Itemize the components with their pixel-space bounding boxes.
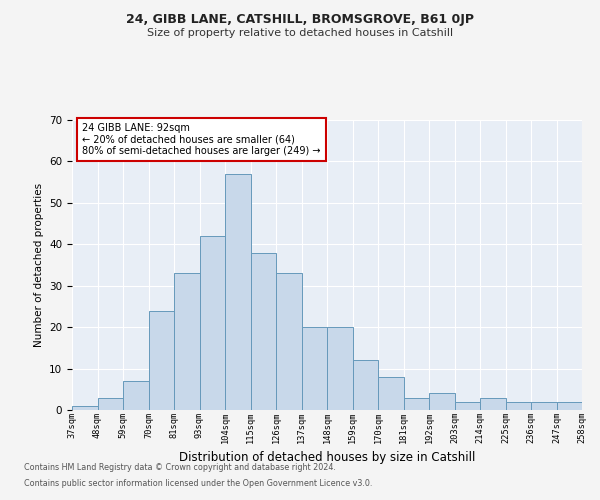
X-axis label: Distribution of detached houses by size in Catshill: Distribution of detached houses by size … bbox=[179, 451, 475, 464]
Bar bbox=[455, 402, 480, 410]
Text: Size of property relative to detached houses in Catshill: Size of property relative to detached ho… bbox=[147, 28, 453, 38]
Bar bbox=[505, 402, 531, 410]
Bar bbox=[327, 327, 353, 410]
Bar bbox=[251, 252, 276, 410]
Text: Contains HM Land Registry data © Crown copyright and database right 2024.: Contains HM Land Registry data © Crown c… bbox=[24, 464, 336, 472]
Bar bbox=[149, 310, 174, 410]
Bar bbox=[557, 402, 582, 410]
Bar bbox=[378, 377, 404, 410]
Bar bbox=[353, 360, 378, 410]
Bar bbox=[276, 274, 302, 410]
Text: 24, GIBB LANE, CATSHILL, BROMSGROVE, B61 0JP: 24, GIBB LANE, CATSHILL, BROMSGROVE, B61… bbox=[126, 12, 474, 26]
Bar bbox=[225, 174, 251, 410]
Bar bbox=[174, 274, 199, 410]
Y-axis label: Number of detached properties: Number of detached properties bbox=[34, 183, 44, 347]
Bar bbox=[429, 394, 455, 410]
Bar bbox=[199, 236, 225, 410]
Bar bbox=[72, 406, 97, 410]
Bar bbox=[97, 398, 123, 410]
Bar bbox=[123, 381, 149, 410]
Text: Contains public sector information licensed under the Open Government Licence v3: Contains public sector information licen… bbox=[24, 478, 373, 488]
Text: 24 GIBB LANE: 92sqm
← 20% of detached houses are smaller (64)
80% of semi-detach: 24 GIBB LANE: 92sqm ← 20% of detached ho… bbox=[82, 123, 320, 156]
Bar bbox=[404, 398, 429, 410]
Bar bbox=[531, 402, 557, 410]
Bar bbox=[302, 327, 327, 410]
Bar bbox=[480, 398, 505, 410]
